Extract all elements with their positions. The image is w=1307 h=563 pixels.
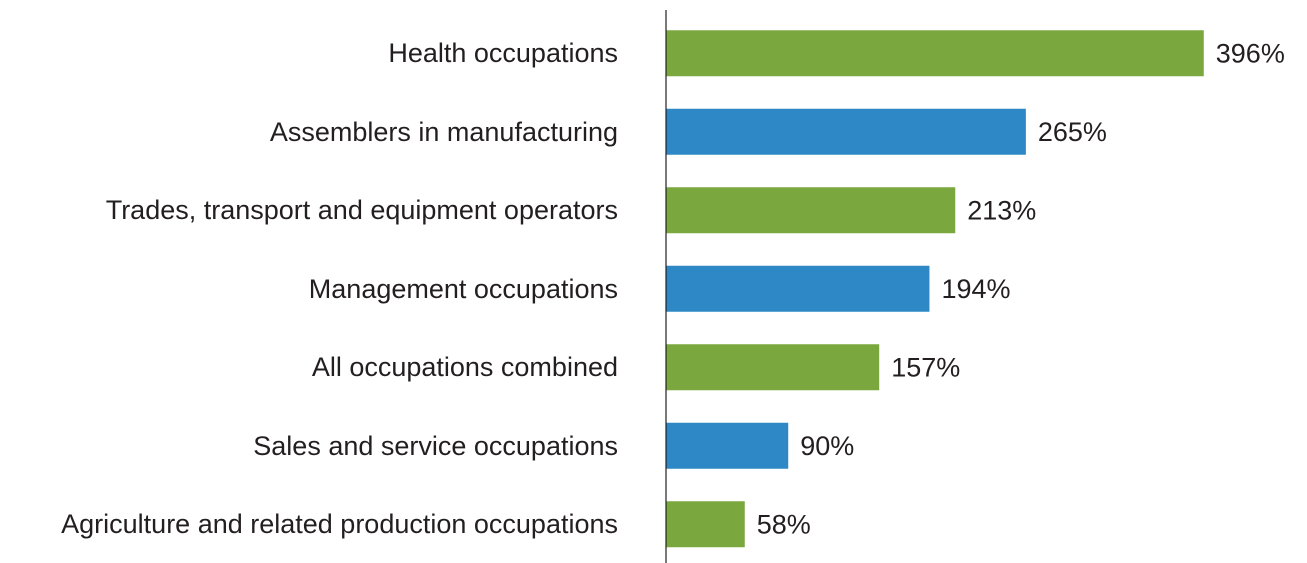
bar [666, 187, 956, 234]
category-label: Management occupations [308, 273, 618, 304]
category-label: Assemblers in manufacturing [269, 116, 618, 147]
value-label: 90% [800, 431, 854, 461]
bar [666, 30, 1204, 77]
value-label: 265% [1038, 117, 1107, 147]
category-label: Sales and service occupations [253, 430, 618, 461]
bar [666, 501, 745, 548]
value-label: 194% [941, 274, 1010, 304]
value-label: 157% [891, 352, 960, 382]
category-label: Trades, transport and equipment operator… [105, 195, 618, 226]
value-label: 396% [1216, 38, 1285, 68]
category-label: Health occupations [388, 38, 618, 69]
bar [666, 265, 930, 312]
bar [666, 108, 1026, 155]
category-label: Agriculture and related production occup… [61, 509, 618, 540]
bar [666, 344, 880, 391]
category-label: All occupations combined [311, 352, 618, 383]
value-label: 58% [757, 509, 811, 539]
bar [666, 422, 789, 469]
value-label: 213% [967, 195, 1036, 225]
